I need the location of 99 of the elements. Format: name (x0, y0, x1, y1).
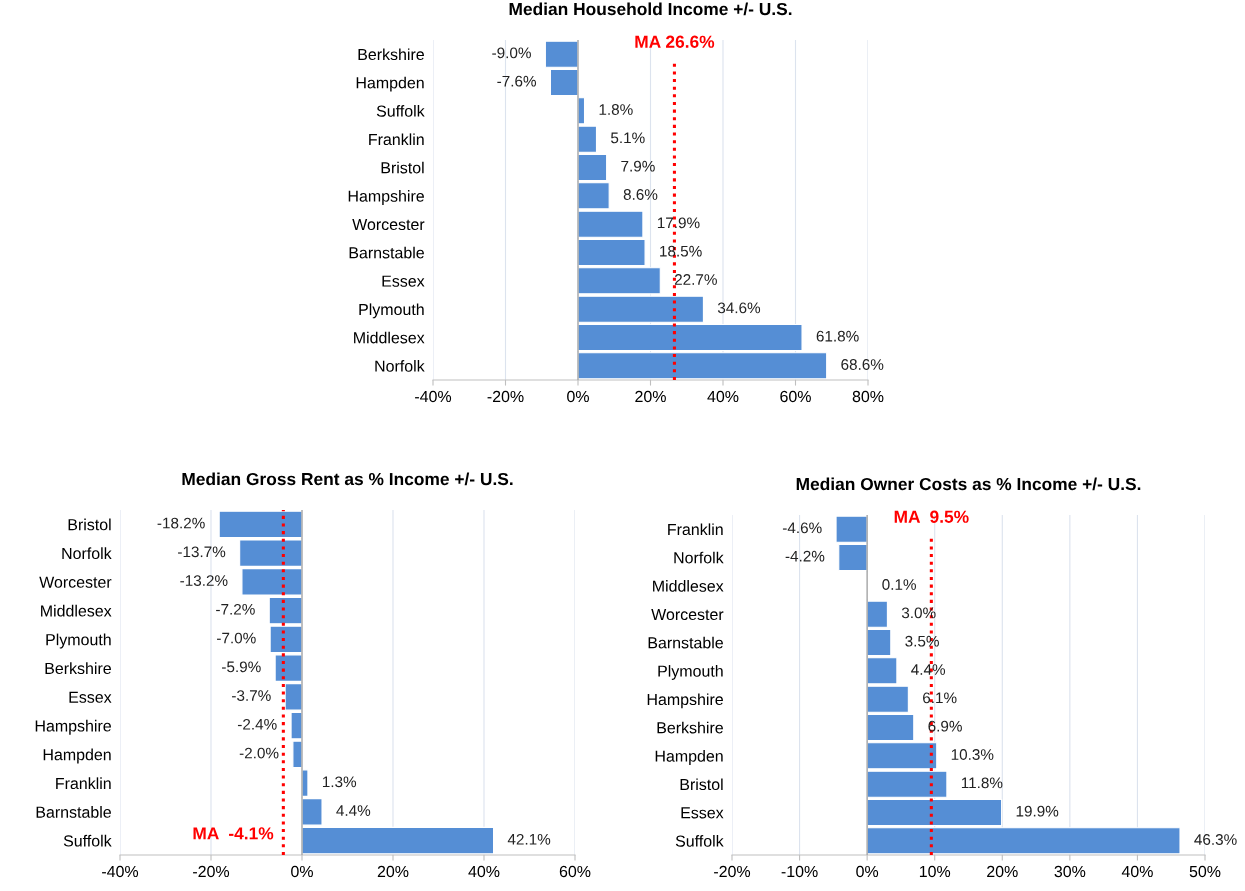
y-tick-label: Berkshire (45, 662, 111, 675)
data-label: 6.9% (928, 720, 962, 732)
chart-title: Median Gross Rent as % Income +/- U.S. (182, 472, 513, 486)
y-tick-label: Barnstable (36, 806, 111, 818)
data-label: -13.7% (178, 546, 226, 558)
x-tick-label: -20% (714, 865, 751, 878)
y-tick-label: Suffolk (376, 105, 425, 117)
y-tick-label: Hampshire (35, 719, 111, 735)
data-label: 3.0% (901, 607, 936, 619)
y-tick-label: Bristol (381, 161, 424, 174)
y-tick-label: Essex (69, 691, 112, 703)
data-label: 1.8% (599, 104, 633, 115)
x-tick-label: 60% (559, 865, 591, 878)
y-tick-label: Bristol (68, 518, 111, 531)
data-label: 46.3% (1194, 834, 1237, 845)
data-label: 42.1% (507, 833, 551, 845)
y-tick-label: Essex (681, 807, 724, 819)
data-label: -18.2% (157, 517, 205, 529)
data-label: 61.8% (816, 330, 859, 342)
data-label: 6.1% (923, 692, 957, 704)
y-tick-label: Middlesex (354, 331, 425, 344)
data-label: 34.6% (717, 302, 761, 314)
y-tick-label: Franklin (56, 777, 111, 790)
y-tick-label: Norfolk (674, 551, 724, 564)
y-tick-label: Plymouth (46, 633, 111, 649)
y-tick-label: Hampden (43, 748, 111, 764)
data-label: 5.1% (610, 132, 645, 144)
data-label: -2.4% (237, 718, 277, 730)
y-tick-label: Worcester (352, 218, 425, 231)
y-tick-label: Hampshire (647, 693, 723, 709)
data-label: -2.0% (239, 747, 279, 759)
y-tick-label: Suffolk (63, 834, 112, 847)
y-tick-label: Bristol (680, 778, 723, 791)
x-tick-label: 20% (635, 390, 666, 403)
data-label: -3.7% (232, 690, 271, 701)
y-tick-label: Worcester (39, 576, 112, 588)
y-tick-label: Berkshire (358, 48, 424, 61)
x-tick-label: 0% (567, 390, 589, 403)
x-tick-label: 50% (1189, 865, 1221, 878)
y-tick-label: Worcester (651, 608, 724, 621)
data-label: 10.3% (951, 749, 994, 760)
y-tick-label: Norfolk (375, 360, 425, 372)
data-label: 7.9% (621, 160, 655, 172)
x-tick-label: -40% (102, 865, 139, 878)
x-tick-label: 20% (377, 865, 409, 878)
x-tick-label: 30% (1054, 865, 1086, 878)
x-tick-label: 40% (468, 865, 500, 878)
data-label: 4.4% (911, 664, 946, 675)
y-tick-label: Barnstable (349, 246, 424, 259)
data-label: 3.5% (905, 635, 939, 647)
y-tick-label: Hampden (356, 76, 424, 92)
y-tick-label: Hampden (655, 750, 723, 765)
data-label: 68.6% (841, 359, 884, 370)
x-tick-label: 60% (780, 390, 811, 403)
y-tick-label: Middlesex (653, 580, 724, 592)
x-tick-label: 80% (852, 390, 884, 403)
data-label: -4.6% (782, 522, 822, 534)
ref-line-label: MA 9.5% (894, 510, 969, 523)
x-tick-label: -40% (415, 390, 452, 403)
data-label: 17.9% (657, 217, 700, 229)
data-label: 0.1% (882, 579, 916, 590)
y-tick-label: Middlesex (41, 604, 112, 617)
data-label: 8.6% (623, 189, 658, 200)
x-tick-label: 0% (291, 865, 313, 878)
x-tick-label: 40% (707, 390, 739, 403)
y-tick-label: Essex (382, 275, 425, 287)
data-label: -7.6% (497, 75, 537, 87)
ref-line-label: MA -4.1% (193, 827, 274, 840)
data-label: -5.9% (222, 661, 261, 673)
data-label: 11.8% (961, 777, 1003, 789)
data-label: 22.7% (674, 274, 717, 285)
x-tick-label: -10% (781, 865, 818, 878)
y-tick-label: Suffolk (675, 835, 724, 847)
y-tick-label: Barnstable (648, 636, 723, 649)
data-label: -4.2% (785, 550, 825, 562)
y-tick-label: Franklin (369, 133, 424, 146)
data-label: 4.4% (336, 805, 371, 816)
x-tick-label: -20% (193, 865, 230, 878)
data-label: 19.9% (1016, 805, 1059, 817)
x-tick-label: 10% (919, 865, 951, 878)
x-tick-label: 0% (856, 865, 879, 878)
data-label: -7.0% (217, 632, 256, 644)
y-tick-label: Norfolk (62, 547, 112, 560)
y-tick-label: Hampshire (348, 190, 424, 205)
data-label: 18.5% (660, 245, 702, 257)
y-tick-label: Berkshire (657, 721, 723, 734)
chart-title: Median Owner Costs as % Income +/- U.S. (796, 477, 1141, 491)
chart-title: Median Household Income +/- U.S. (509, 2, 792, 16)
data-label: -9.0% (492, 47, 531, 59)
x-tick-label: 40% (1121, 865, 1153, 878)
y-tick-label: Franklin (668, 523, 723, 536)
data-label: 1.3% (322, 776, 357, 788)
y-tick-label: Plymouth (359, 303, 424, 319)
x-tick-label: 20% (987, 865, 1018, 878)
data-label: -13.2% (180, 575, 228, 586)
data-label: -7.2% (216, 603, 255, 615)
ref-line-label: MA 26.6% (635, 35, 715, 48)
x-tick-label: -20% (487, 390, 524, 403)
y-tick-label: Plymouth (658, 665, 723, 680)
